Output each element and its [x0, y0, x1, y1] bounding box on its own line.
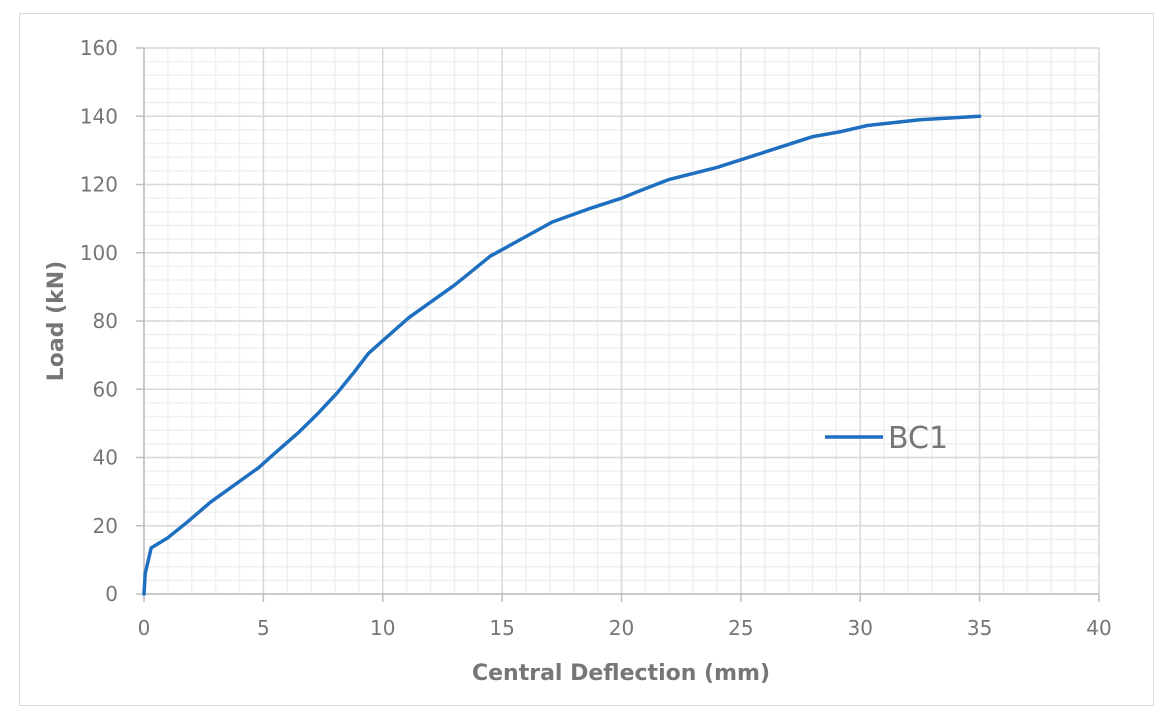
x-tick-label: 10	[370, 616, 395, 640]
chart-frame	[19, 13, 1154, 706]
y-tick-label: 20	[93, 514, 118, 538]
y-tick-label: 80	[93, 309, 118, 333]
y-tick-label: 40	[93, 446, 118, 470]
y-axis-tick-labels: 0 20 40 60 80 100 120 140 160	[80, 36, 118, 606]
y-tick-label: 160	[80, 36, 118, 60]
x-tick-label: 40	[1086, 616, 1111, 640]
x-tick-label: 5	[257, 616, 270, 640]
x-tick-label: 20	[609, 616, 634, 640]
axes	[136, 47, 1100, 602]
y-tick-label: 60	[93, 377, 118, 401]
x-axis-tick-labels: 0 5 10 15 20 25 30 35 40	[138, 616, 1112, 640]
x-tick-label: 15	[489, 616, 514, 640]
x-axis-title: Central Deflection (mm)	[472, 661, 770, 686]
x-tick-label: 25	[728, 616, 753, 640]
x-tick-label: 35	[967, 616, 992, 640]
y-tick-label: 100	[80, 241, 118, 265]
legend: BC1	[825, 421, 948, 456]
x-tick-label: 30	[848, 616, 873, 640]
y-tick-label: 0	[105, 582, 118, 606]
series-line-bc1	[142, 114, 982, 596]
legend-label-bc1: BC1	[888, 421, 948, 456]
x-tick-label: 0	[138, 616, 151, 640]
y-tick-label: 140	[80, 104, 118, 128]
y-axis-title: Load (kN)	[44, 261, 69, 382]
y-tick-label: 120	[80, 173, 118, 197]
